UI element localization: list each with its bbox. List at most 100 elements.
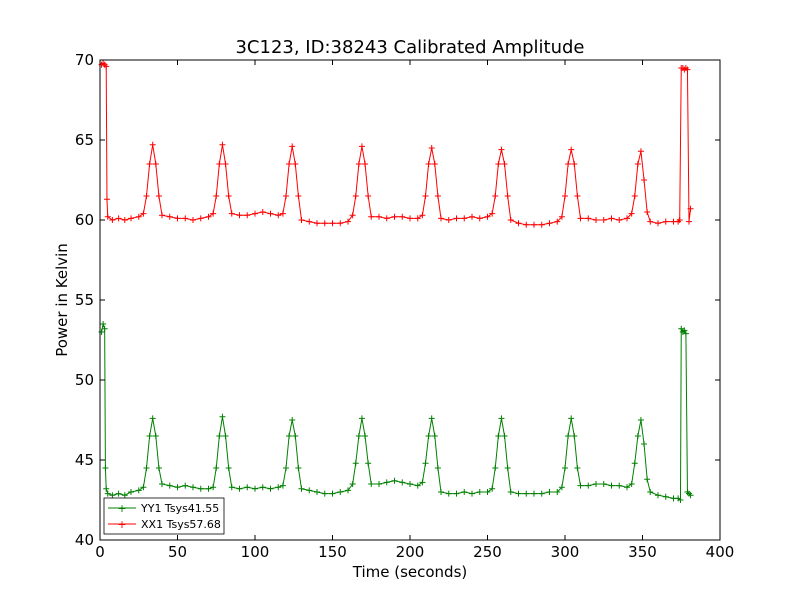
x-tick-label: 100 — [241, 543, 270, 561]
data-point-yy1 — [469, 490, 475, 497]
data-point-yy1 — [461, 489, 468, 495]
data-point-xx1 — [267, 210, 274, 217]
y-axis-label: Power in Kelvin — [53, 243, 71, 357]
data-point-xx1 — [565, 161, 572, 167]
data-point-yy1 — [104, 490, 111, 497]
data-point-yy1 — [391, 477, 398, 484]
data-point-xx1 — [149, 141, 156, 148]
data-point-yy1 — [275, 484, 282, 491]
data-point-xx1 — [546, 220, 553, 227]
data-point-yy1 — [289, 417, 296, 423]
data-point-xx1 — [222, 161, 229, 167]
data-point-xx1 — [476, 215, 483, 222]
data-point-yy1 — [677, 497, 684, 503]
data-point-yy1 — [286, 433, 293, 439]
data-point-xx1 — [135, 213, 142, 220]
data-point-yy1 — [337, 489, 344, 495]
data-point-xx1 — [182, 215, 189, 222]
data-point-xx1 — [469, 213, 475, 220]
data-point-yy1 — [501, 433, 508, 439]
data-point-xx1 — [329, 220, 336, 227]
data-point-yy1 — [608, 482, 615, 489]
data-point-yy1 — [152, 433, 159, 439]
data-point-xx1 — [641, 177, 648, 183]
data-point-xx1 — [495, 161, 502, 167]
data-point-xx1 — [593, 217, 599, 223]
data-point-yy1 — [146, 433, 153, 439]
data-point-yy1 — [568, 415, 575, 422]
data-point-xx1 — [501, 161, 508, 167]
data-point-xx1 — [434, 193, 441, 199]
data-point-yy1 — [100, 321, 107, 327]
data-point-xx1 — [558, 213, 565, 220]
data-point-xx1 — [662, 218, 669, 225]
data-point-yy1 — [383, 479, 390, 486]
data-point-xx1 — [531, 221, 537, 228]
data-point-yy1 — [515, 490, 522, 497]
data-point-yy1 — [655, 492, 661, 499]
x-tick-label: 0 — [95, 543, 105, 561]
data-point-xx1 — [407, 215, 413, 222]
data-point-xx1 — [637, 148, 644, 155]
data-point-xx1 — [624, 215, 630, 222]
data-point-yy1 — [376, 481, 382, 487]
data-point-xx1 — [314, 220, 320, 227]
data-point-xx1 — [236, 212, 243, 219]
data-point-yy1 — [407, 481, 413, 487]
data-point-yy1 — [149, 415, 156, 422]
data-point-yy1 — [213, 465, 220, 471]
data-point-xx1 — [275, 212, 282, 219]
data-point-xx1 — [616, 217, 623, 223]
data-point-yy1 — [419, 479, 426, 486]
data-point-yy1 — [216, 433, 223, 439]
data-point-xx1 — [352, 193, 359, 199]
data-point-xx1 — [103, 196, 110, 203]
data-point-yy1 — [600, 481, 607, 487]
data-point-xx1 — [684, 66, 691, 73]
data-point-yy1 — [571, 433, 578, 439]
data-point-xx1 — [600, 217, 607, 223]
data-point-xx1 — [634, 161, 641, 167]
data-point-yy1 — [219, 413, 226, 420]
data-point-yy1 — [434, 465, 441, 471]
data-point-yy1 — [489, 485, 496, 492]
data-point-xx1 — [554, 218, 561, 225]
data-point-xx1 — [306, 218, 313, 225]
data-point-yy1 — [109, 492, 116, 499]
data-point-yy1 — [352, 460, 359, 467]
data-point-xx1 — [321, 220, 328, 227]
data-point-xx1 — [197, 215, 204, 222]
data-point-yy1 — [687, 492, 694, 499]
plot-area — [98, 60, 694, 503]
x-tick-label: 150 — [318, 543, 347, 561]
data-point-yy1 — [554, 489, 561, 495]
data-point-yy1 — [647, 489, 654, 495]
data-point-yy1 — [558, 484, 565, 491]
data-point-xx1 — [362, 161, 369, 167]
data-point-yy1 — [504, 465, 511, 471]
data-point-yy1 — [453, 490, 460, 497]
data-point-yy1 — [428, 415, 435, 422]
data-point-xx1 — [365, 193, 372, 199]
data-point-xx1 — [676, 217, 683, 223]
y-tick-label: 45 — [75, 451, 94, 469]
data-point-yy1 — [616, 482, 623, 489]
data-point-xx1 — [345, 218, 351, 225]
data-point-yy1 — [445, 490, 452, 497]
legend-label-xx1: XX1 Tsys57.68 — [141, 518, 221, 531]
data-point-yy1 — [135, 487, 142, 494]
data-point-yy1 — [295, 465, 302, 471]
data-point-xx1 — [585, 215, 592, 222]
data-point-xx1 — [492, 193, 499, 199]
chart-title: 3C123, ID:38243 Calibrated Amplitude — [235, 37, 584, 58]
data-point-xx1 — [438, 215, 444, 222]
data-point-xx1 — [655, 220, 661, 227]
x-tick-label: 250 — [473, 543, 502, 561]
x-axis-label: Time (seconds) — [352, 563, 468, 581]
data-point-yy1 — [236, 485, 243, 492]
data-point-xx1 — [515, 220, 522, 227]
data-point-xx1 — [538, 221, 545, 228]
data-point-xx1 — [368, 213, 375, 220]
x-tick-label: 200 — [396, 543, 425, 561]
